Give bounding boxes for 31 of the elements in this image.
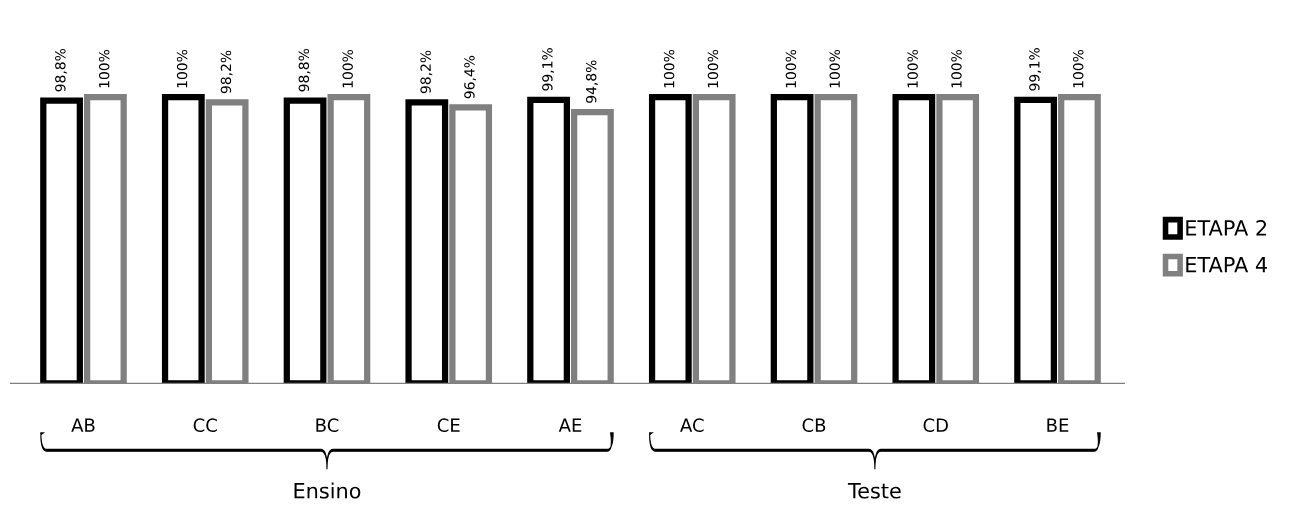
data-label: 98,2% <box>420 50 433 94</box>
data-label: 100% <box>785 49 797 88</box>
legend-label: ETAPA 2 <box>1186 219 1267 236</box>
x-tick-label: BC <box>316 418 339 433</box>
data-label: 100% <box>663 49 675 88</box>
x-tick-label: CB <box>802 418 826 433</box>
x-tick-label: CC <box>193 418 217 433</box>
text: Ensino <box>294 482 361 499</box>
x-tick-label: AC <box>680 418 704 433</box>
data-label: 100% <box>707 49 719 88</box>
x-tick-label: BE <box>1047 418 1069 432</box>
data-label: 99,1% <box>542 48 555 91</box>
text: Teste <box>847 483 901 499</box>
data-label: 98,8% <box>298 48 311 92</box>
data-label: 94,8% <box>585 60 598 103</box>
data-label: 100% <box>98 49 110 88</box>
data-label: 100% <box>907 49 918 88</box>
data-label: 98,2% <box>220 50 233 94</box>
x-tick-label: AB <box>71 418 95 432</box>
data-label: 100% <box>829 49 840 88</box>
data-label: 100% <box>1072 49 1084 88</box>
data-label: 96,4% <box>464 55 477 99</box>
data-label: 100% <box>176 49 188 88</box>
data-label: 100% <box>951 49 962 88</box>
x-tick-label: AE <box>558 418 582 432</box>
data-label: 100% <box>342 49 353 88</box>
x-tick-label: CE <box>437 418 460 433</box>
x-tick-label: CD <box>923 418 948 433</box>
data-label: 99,1% <box>1029 48 1042 91</box>
data-label: 98,8% <box>55 48 68 92</box>
legend-label: ETAPA 4 <box>1186 257 1267 273</box>
